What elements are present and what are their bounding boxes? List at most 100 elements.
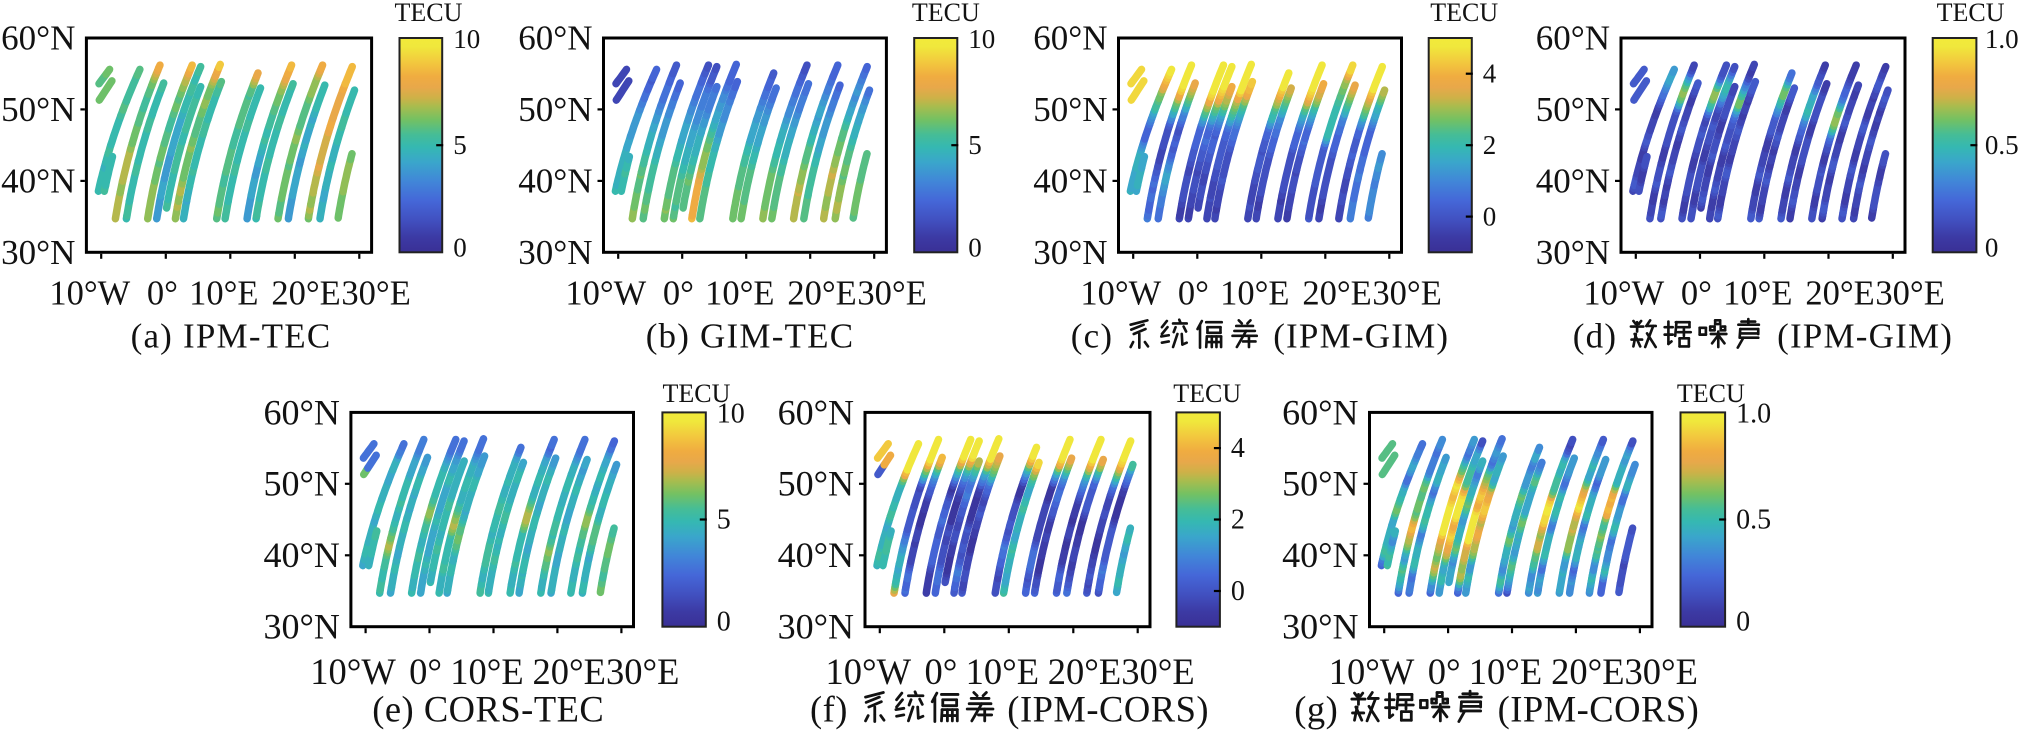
svg-text:40°N: 40°N — [1282, 535, 1358, 575]
svg-text:0.5: 0.5 — [1985, 130, 2019, 160]
svg-text:40°N: 40°N — [1, 161, 75, 200]
svg-text:10°E: 10°E — [1723, 275, 1792, 313]
svg-text:50°N: 50°N — [1, 90, 75, 129]
svg-text:0: 0 — [453, 232, 467, 262]
svg-text:30°N: 30°N — [778, 607, 854, 647]
svg-text:(d): (d) — [1573, 317, 1617, 356]
svg-text:(e) CORS-TEC: (e) CORS-TEC — [372, 689, 604, 730]
svg-text:5: 5 — [453, 130, 467, 160]
svg-text:10: 10 — [968, 24, 995, 54]
svg-text:0.5: 0.5 — [1736, 505, 1771, 536]
svg-text:0°: 0° — [1178, 275, 1209, 313]
svg-text:60°N: 60°N — [1033, 19, 1107, 58]
svg-text:TECU: TECU — [1937, 0, 2005, 27]
svg-text:20°E: 20°E — [1551, 651, 1624, 692]
svg-text:TECU: TECU — [1677, 379, 1745, 408]
svg-text:10: 10 — [717, 398, 745, 429]
svg-text:10°E: 10°E — [189, 275, 258, 313]
svg-text:50°N: 50°N — [1033, 90, 1107, 129]
svg-text:5: 5 — [968, 130, 982, 160]
svg-text:TECU: TECU — [663, 379, 731, 408]
svg-text:60°N: 60°N — [778, 392, 854, 432]
svg-text:30°E: 30°E — [857, 275, 926, 313]
svg-text:50°N: 50°N — [1536, 90, 1610, 129]
svg-text:50°N: 50°N — [263, 464, 339, 504]
svg-text:10°W: 10°W — [1080, 275, 1161, 313]
svg-text:30°E: 30°E — [1875, 275, 1944, 313]
svg-text:10°W: 10°W — [1583, 275, 1664, 313]
svg-text:(IPM-CORS): (IPM-CORS) — [1498, 689, 1700, 730]
svg-text:40°N: 40°N — [1536, 161, 1610, 200]
svg-text:(IPM-GIM): (IPM-GIM) — [1777, 317, 1953, 356]
svg-text:10°E: 10°E — [966, 651, 1039, 692]
svg-text:30°N: 30°N — [1282, 607, 1358, 647]
svg-text:20°E: 20°E — [787, 275, 856, 313]
svg-text:20°E: 20°E — [1048, 651, 1121, 692]
svg-text:TECU: TECU — [912, 0, 980, 27]
svg-text:60°N: 60°N — [1282, 392, 1358, 432]
svg-text:40°N: 40°N — [1033, 161, 1107, 200]
svg-text:30°N: 30°N — [1033, 233, 1107, 272]
svg-text:50°N: 50°N — [778, 464, 854, 504]
svg-text:4: 4 — [1483, 59, 1497, 89]
svg-text:30°E: 30°E — [1372, 275, 1441, 313]
svg-text:30°N: 30°N — [1536, 233, 1610, 272]
svg-text:TECU: TECU — [395, 0, 463, 27]
svg-text:0: 0 — [1231, 576, 1245, 607]
svg-text:5: 5 — [717, 505, 731, 536]
svg-text:60°N: 60°N — [1, 19, 75, 58]
svg-text:TECU: TECU — [1430, 0, 1498, 27]
svg-text:40°N: 40°N — [518, 161, 592, 200]
svg-text:10°W: 10°W — [826, 651, 912, 692]
svg-text:30°E: 30°E — [1624, 651, 1697, 692]
svg-text:0°: 0° — [1428, 651, 1461, 692]
svg-text:30°N: 30°N — [518, 233, 592, 272]
svg-text:20°E: 20°E — [532, 651, 605, 692]
svg-text:(IPM-GIM): (IPM-GIM) — [1273, 317, 1449, 356]
svg-text:0°: 0° — [924, 651, 957, 692]
svg-text:TECU: TECU — [1173, 379, 1241, 408]
svg-text:50°N: 50°N — [518, 90, 592, 129]
svg-text:0: 0 — [968, 232, 982, 262]
svg-text:0°: 0° — [663, 275, 694, 313]
svg-text:10: 10 — [453, 24, 480, 54]
svg-text:2: 2 — [1231, 505, 1245, 536]
svg-text:20°E: 20°E — [1805, 275, 1874, 313]
svg-text:60°N: 60°N — [1536, 19, 1610, 58]
svg-text:30°E: 30°E — [606, 651, 679, 692]
svg-text:10°W: 10°W — [310, 651, 396, 692]
svg-text:10°W: 10°W — [565, 275, 646, 313]
svg-text:(IPM-CORS): (IPM-CORS) — [1007, 689, 1209, 730]
svg-text:30°E: 30°E — [1121, 651, 1194, 692]
svg-text:60°N: 60°N — [518, 19, 592, 58]
svg-text:0: 0 — [717, 607, 731, 638]
svg-text:40°N: 40°N — [263, 535, 339, 575]
svg-text:0°: 0° — [1681, 275, 1712, 313]
svg-text:(c): (c) — [1071, 317, 1113, 356]
svg-text:30°N: 30°N — [1, 233, 75, 272]
svg-text:10°E: 10°E — [1220, 275, 1289, 313]
svg-text:30°N: 30°N — [263, 607, 339, 647]
svg-text:10°E: 10°E — [705, 275, 774, 313]
svg-text:40°N: 40°N — [778, 535, 854, 575]
svg-text:0: 0 — [1483, 202, 1497, 232]
svg-text:0°: 0° — [409, 651, 442, 692]
svg-text:10°W: 10°W — [1329, 651, 1415, 692]
svg-text:1.0: 1.0 — [1985, 24, 2019, 54]
svg-text:0: 0 — [1985, 232, 1999, 262]
svg-text:(g): (g) — [1294, 689, 1338, 730]
svg-text:60°N: 60°N — [263, 392, 339, 432]
svg-text:0°: 0° — [147, 275, 178, 313]
svg-text:4: 4 — [1231, 433, 1245, 464]
svg-text:10°W: 10°W — [49, 275, 130, 313]
svg-text:1.0: 1.0 — [1736, 398, 1771, 429]
svg-text:50°N: 50°N — [1282, 464, 1358, 504]
svg-text:20°E: 20°E — [1302, 275, 1371, 313]
svg-text:0: 0 — [1736, 607, 1750, 638]
svg-text:30°E: 30°E — [341, 275, 410, 313]
svg-text:10°E: 10°E — [450, 651, 523, 692]
svg-text:2: 2 — [1483, 130, 1497, 160]
svg-text:(f): (f) — [810, 689, 848, 730]
svg-text:(a) IPM-TEC: (a) IPM-TEC — [131, 317, 332, 356]
svg-text:20°E: 20°E — [271, 275, 340, 313]
